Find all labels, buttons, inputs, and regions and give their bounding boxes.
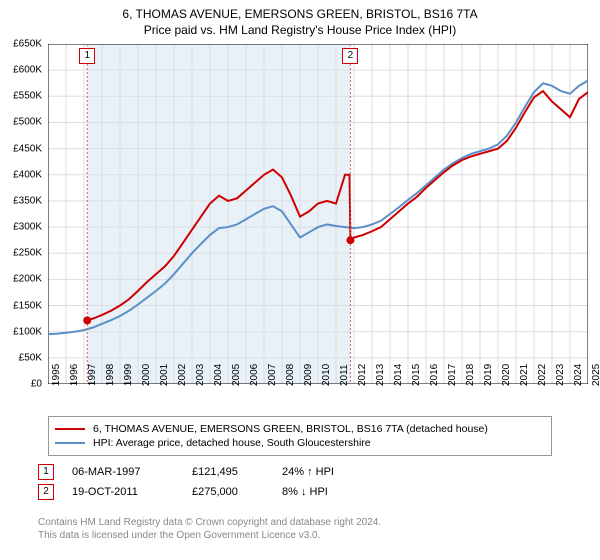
legend-box: 6, THOMAS AVENUE, EMERSONS GREEN, BRISTO… [48,416,552,456]
x-axis-label: 2025 [591,364,600,386]
sale-price: £275,000 [192,486,282,498]
title-address: 6, THOMAS AVENUE, EMERSONS GREEN, BRISTO… [0,6,600,22]
x-axis-label: 2002 [177,364,188,386]
footer-line: Contains HM Land Registry data © Crown c… [38,516,381,529]
chart-marker-box: 1 [79,48,95,64]
y-axis-label: £600K [13,65,42,76]
y-axis-label: £300K [13,222,42,233]
title-subtitle: Price paid vs. HM Land Registry's House … [0,22,600,38]
sale-diff: 24% ↑ HPI [282,466,372,478]
x-axis-label: 2020 [501,364,512,386]
sale-date: 06-MAR-1997 [72,466,192,478]
x-axis-label: 2017 [447,364,458,386]
y-axis-label: £500K [13,117,42,128]
legend-swatch [55,428,85,430]
sale-row: 2 19-OCT-2011 £275,000 8% ↓ HPI [38,484,372,500]
sale-row: 1 06-MAR-1997 £121,495 24% ↑ HPI [38,464,372,480]
x-axis-label: 2016 [429,364,440,386]
x-axis-label: 2009 [303,364,314,386]
x-axis-label: 2006 [249,364,260,386]
x-axis-label: 2007 [267,364,278,386]
legend-label: HPI: Average price, detached house, Sout… [93,437,371,449]
x-axis-label: 2012 [357,364,368,386]
y-axis-label: £200K [13,274,42,285]
y-axis-label: £250K [13,248,42,259]
x-axis-label: 1996 [69,364,80,386]
x-axis-label: 2015 [411,364,422,386]
x-axis-label: 2021 [519,364,530,386]
x-axis-label: 1998 [105,364,116,386]
y-axis-label: £0 [31,379,42,390]
x-axis-label: 2008 [285,364,296,386]
legend-swatch [55,442,85,444]
sale-marker-box: 1 [38,464,54,480]
x-axis-label: 2019 [483,364,494,386]
x-axis-label: 2001 [159,364,170,386]
x-axis-label: 2011 [339,364,350,386]
y-axis-label: £350K [13,195,42,206]
y-axis-label: £650K [13,39,42,50]
x-axis-label: 2018 [465,364,476,386]
legend-row: 6, THOMAS AVENUE, EMERSONS GREEN, BRISTO… [55,423,545,435]
chart-marker-box: 2 [342,48,358,64]
x-axis-label: 2013 [375,364,386,386]
y-axis-label: £50K [19,352,42,363]
y-axis-label: £550K [13,91,42,102]
y-axis-label: £100K [13,326,42,337]
legend-row: HPI: Average price, detached house, Sout… [55,437,545,449]
y-axis-label: £150K [13,300,42,311]
sale-date: 19-OCT-2011 [72,486,192,498]
x-axis-label: 2024 [573,364,584,386]
x-axis-label: 2023 [555,364,566,386]
footer-line: This data is licensed under the Open Gov… [38,529,381,542]
x-axis-label: 2004 [213,364,224,386]
y-axis-label: £450K [13,143,42,154]
x-axis-label: 1999 [123,364,134,386]
chart-svg [48,44,588,384]
chart-container: 6, THOMAS AVENUE, EMERSONS GREEN, BRISTO… [0,0,600,560]
title-block: 6, THOMAS AVENUE, EMERSONS GREEN, BRISTO… [0,0,600,38]
x-axis-label: 2014 [393,364,404,386]
sale-diff: 8% ↓ HPI [282,486,372,498]
legend-label: 6, THOMAS AVENUE, EMERSONS GREEN, BRISTO… [93,423,488,435]
chart-area: £0£50K£100K£150K£200K£250K£300K£350K£400… [48,44,588,384]
x-axis-label: 2022 [537,364,548,386]
sale-price: £121,495 [192,466,282,478]
footer: Contains HM Land Registry data © Crown c… [38,516,381,542]
x-axis-label: 2010 [321,364,332,386]
x-axis-label: 1997 [87,364,98,386]
x-axis-label: 2005 [231,364,242,386]
x-axis-label: 1995 [51,364,62,386]
sales-block: 1 06-MAR-1997 £121,495 24% ↑ HPI 2 19-OC… [38,460,372,504]
sale-marker-box: 2 [38,484,54,500]
x-axis-label: 2003 [195,364,206,386]
y-axis-label: £400K [13,169,42,180]
x-axis-label: 2000 [141,364,152,386]
